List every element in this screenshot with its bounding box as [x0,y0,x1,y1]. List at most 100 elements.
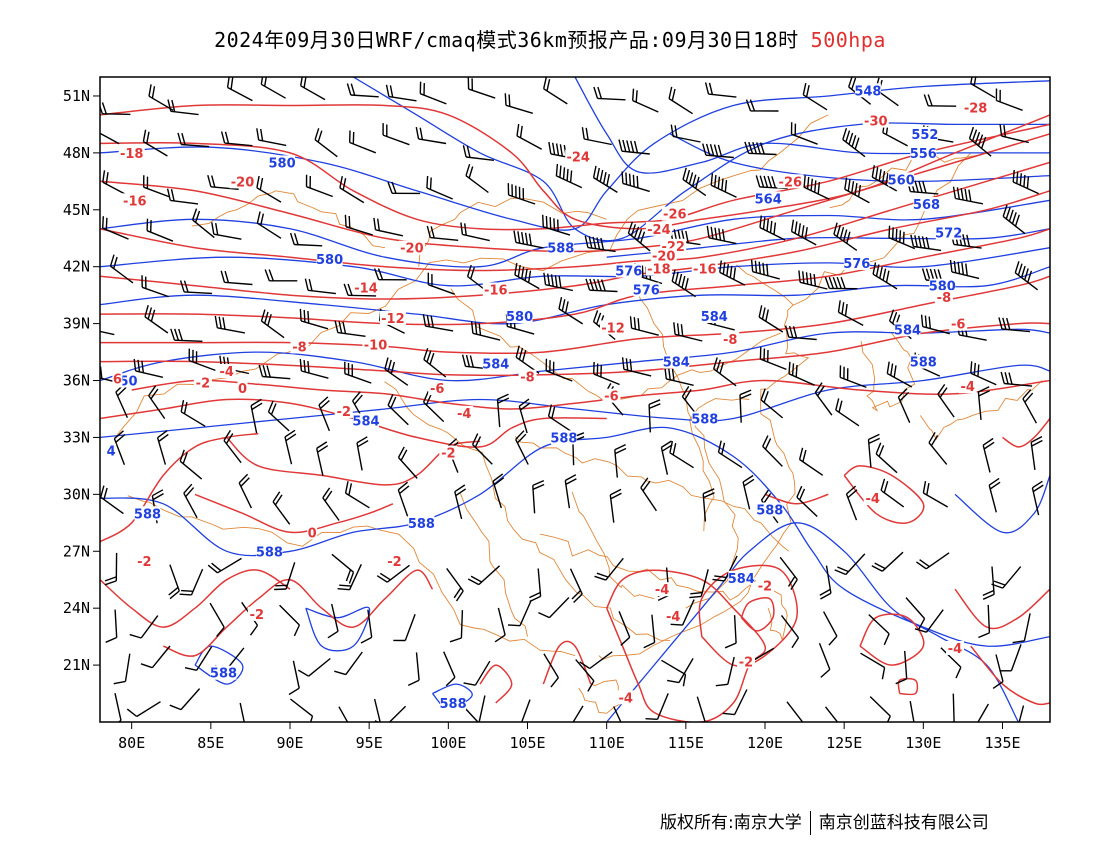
wind-barb [629,316,659,336]
wind-barb [169,688,201,711]
temperature-contour-label: -4 [865,492,879,507]
height-contour-label-bg [440,696,467,710]
temperature-contour-label-bg [385,553,404,568]
wind-barb [970,361,997,386]
lat-tick-label: 39N [63,315,90,333]
temperature-contour-label-bg [518,369,537,384]
temperature-contour-line [100,228,1050,326]
wind-barb [339,176,365,204]
wind-barb [299,308,329,330]
height-contour-label: 588 [910,356,937,371]
wind-barb [833,222,858,251]
temperature-contour-label: -8 [937,291,951,306]
temperature-contour-label: -12 [601,321,625,336]
wind-barb [581,127,612,146]
wind-barb [374,705,407,722]
wind-barb [909,700,915,722]
height-contour-label: 584 [728,572,755,587]
wind-barb [467,565,501,586]
wind-barb [978,604,991,639]
wind-barb [593,86,626,101]
wind-barb [871,165,898,192]
province-border-line [920,380,1043,441]
height-contour-label: 552 [911,128,938,143]
wind-barb [704,82,737,98]
temperature-contour-label-bg [121,193,148,208]
wind-barb [835,398,860,427]
height-contour-label: 556 [910,147,937,162]
wind-barb [880,478,905,508]
height-contour-label: 568 [913,198,940,213]
wind-barb [572,705,584,722]
height-contour-line [100,426,1050,647]
wind-barb [790,122,818,145]
wind-barb [790,219,817,246]
wind-barb [923,94,957,107]
province-border-line [191,190,386,249]
height-contour-label: 588 [550,431,577,446]
temperature-contour-label-bg [217,364,236,378]
title-main: 2024年09月30日WRF/cmaq模式36km预报产品:09月30日18时 [214,28,799,52]
wind-barb [148,385,166,419]
height-contour-label-bg [482,356,509,371]
temperature-contour-line [954,588,1050,630]
wind-barb [779,556,798,590]
province-border-line [127,495,576,657]
wind-barb [454,484,467,520]
wind-barb [239,702,245,722]
height-contour-label: 584 [352,414,379,429]
height-contour-line [100,199,1050,268]
height-contour-label: 576 [843,257,870,272]
wind-barb [875,442,898,474]
wind-barb [780,614,800,649]
wind-barb [305,174,333,198]
temperature-contour-label: -6 [430,382,444,397]
temperature-contour-label-bg [602,388,621,403]
wind-barb [126,701,161,718]
temperature-contour-line [100,275,1050,355]
wind-barb [818,643,831,678]
height-contour-label-bg [119,373,138,388]
wind-barb [627,221,651,252]
temperature-contour-label-bg [721,331,740,346]
wind-barb [327,603,339,639]
height-contour-label-bg [755,191,782,206]
wind-barb [140,645,171,669]
wind-barb [191,208,215,239]
temperature-contour-label-bg [650,248,677,263]
wind-barb [177,132,210,148]
wind-barb [871,551,904,572]
temperature-contour-label-bg [455,405,474,420]
temperature-contour-label-bg [398,240,425,255]
height-contour-label-bg [701,309,728,323]
temperature-contour-label: -2 [387,555,401,570]
height-contour-label: 588 [440,697,467,712]
height-contour-line [100,266,1050,325]
temperature-contour-line [131,379,1050,410]
height-contour-label: 588 [547,242,574,257]
temperature-contour-line [479,664,513,704]
temperature-contour-label: -8 [520,371,534,386]
wind-barb [256,128,287,147]
province-border-line [418,197,607,267]
temperature-contour-label-bg [482,282,509,297]
temperature-contours [100,104,1050,722]
wind-barb [670,599,695,626]
temperature-contour-line [163,569,434,657]
wind-barb [314,128,338,158]
wind-barb [968,126,992,157]
wind-barb [102,216,129,240]
wind-barb [109,254,134,284]
wind-barb [949,259,980,280]
wind-barb [724,615,737,649]
wind-barb [940,647,962,679]
province-border-line [384,381,671,641]
height-contour-label-bg [756,502,783,517]
temperature-contour-label: -2 [337,405,351,420]
wind-barb [373,217,404,237]
wind-barb [144,305,169,334]
wind-barb [518,398,531,434]
wind-barb [661,659,687,687]
map-title: 2024年09月30日WRF/cmaq模式36km预报产品:09月30日18时 5… [0,24,1100,53]
temperature-contour-line [764,493,829,505]
